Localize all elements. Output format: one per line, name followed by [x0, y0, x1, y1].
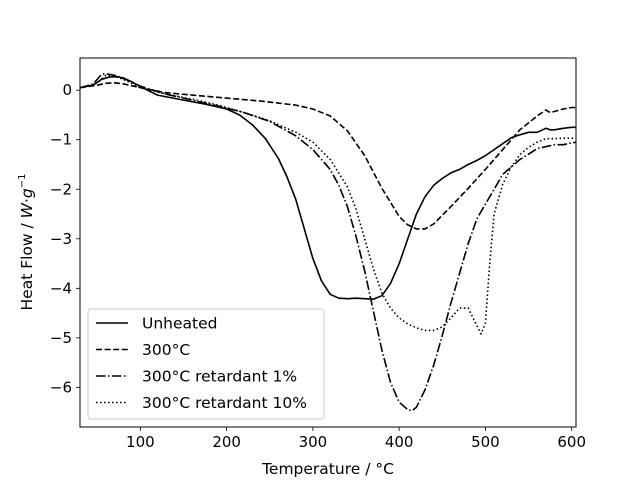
series-line	[80, 76, 576, 301]
y-axis: 0 −1 −2 −3 −4 −5 −6	[50, 81, 80, 396]
y-tick-label: −5	[50, 329, 72, 347]
y-tick-label: −6	[50, 378, 72, 396]
y-axis-label-exp: −1	[17, 173, 28, 188]
y-axis-label-w: W	[18, 202, 36, 218]
legend-label: 300°C retardant 10%	[142, 394, 307, 412]
y-axis-label: Heat Flow / W·g−1	[17, 173, 36, 310]
y-axis-label-main: Heat Flow /	[18, 218, 36, 310]
plot-frame	[79, 57, 577, 428]
x-tick-label: 600	[557, 433, 586, 451]
x-tick-label: 300	[299, 433, 328, 451]
legend-box	[87, 308, 325, 420]
legend: Unheated 300°C 300°C retardant 1% 300°C ret…	[87, 308, 325, 420]
x-tick-label: 100	[126, 433, 155, 451]
legend-label: 300°C retardant 1%	[142, 368, 297, 386]
series-layer	[80, 73, 576, 412]
y-tick-label: −4	[50, 279, 72, 297]
series-line	[80, 74, 576, 335]
y-tick-label: 0	[62, 81, 72, 99]
series-line	[80, 73, 576, 412]
x-axis-label: Temperature / °C	[261, 460, 394, 478]
y-axis-label-dot: ·	[18, 198, 36, 203]
y-tick-label: −3	[50, 230, 72, 248]
y-axis-label-g: g	[18, 188, 36, 198]
legend-label: Unheated	[142, 315, 217, 333]
y-tick-label: −2	[50, 180, 72, 198]
x-tick-label: 200	[212, 433, 241, 451]
y-tick-label: −1	[50, 131, 72, 149]
x-axis: 100 200 300 400 500 600	[126, 427, 586, 451]
x-tick-label: 400	[385, 433, 414, 451]
x-tick-label: 500	[471, 433, 500, 451]
legend-label: 300°C	[142, 341, 190, 359]
